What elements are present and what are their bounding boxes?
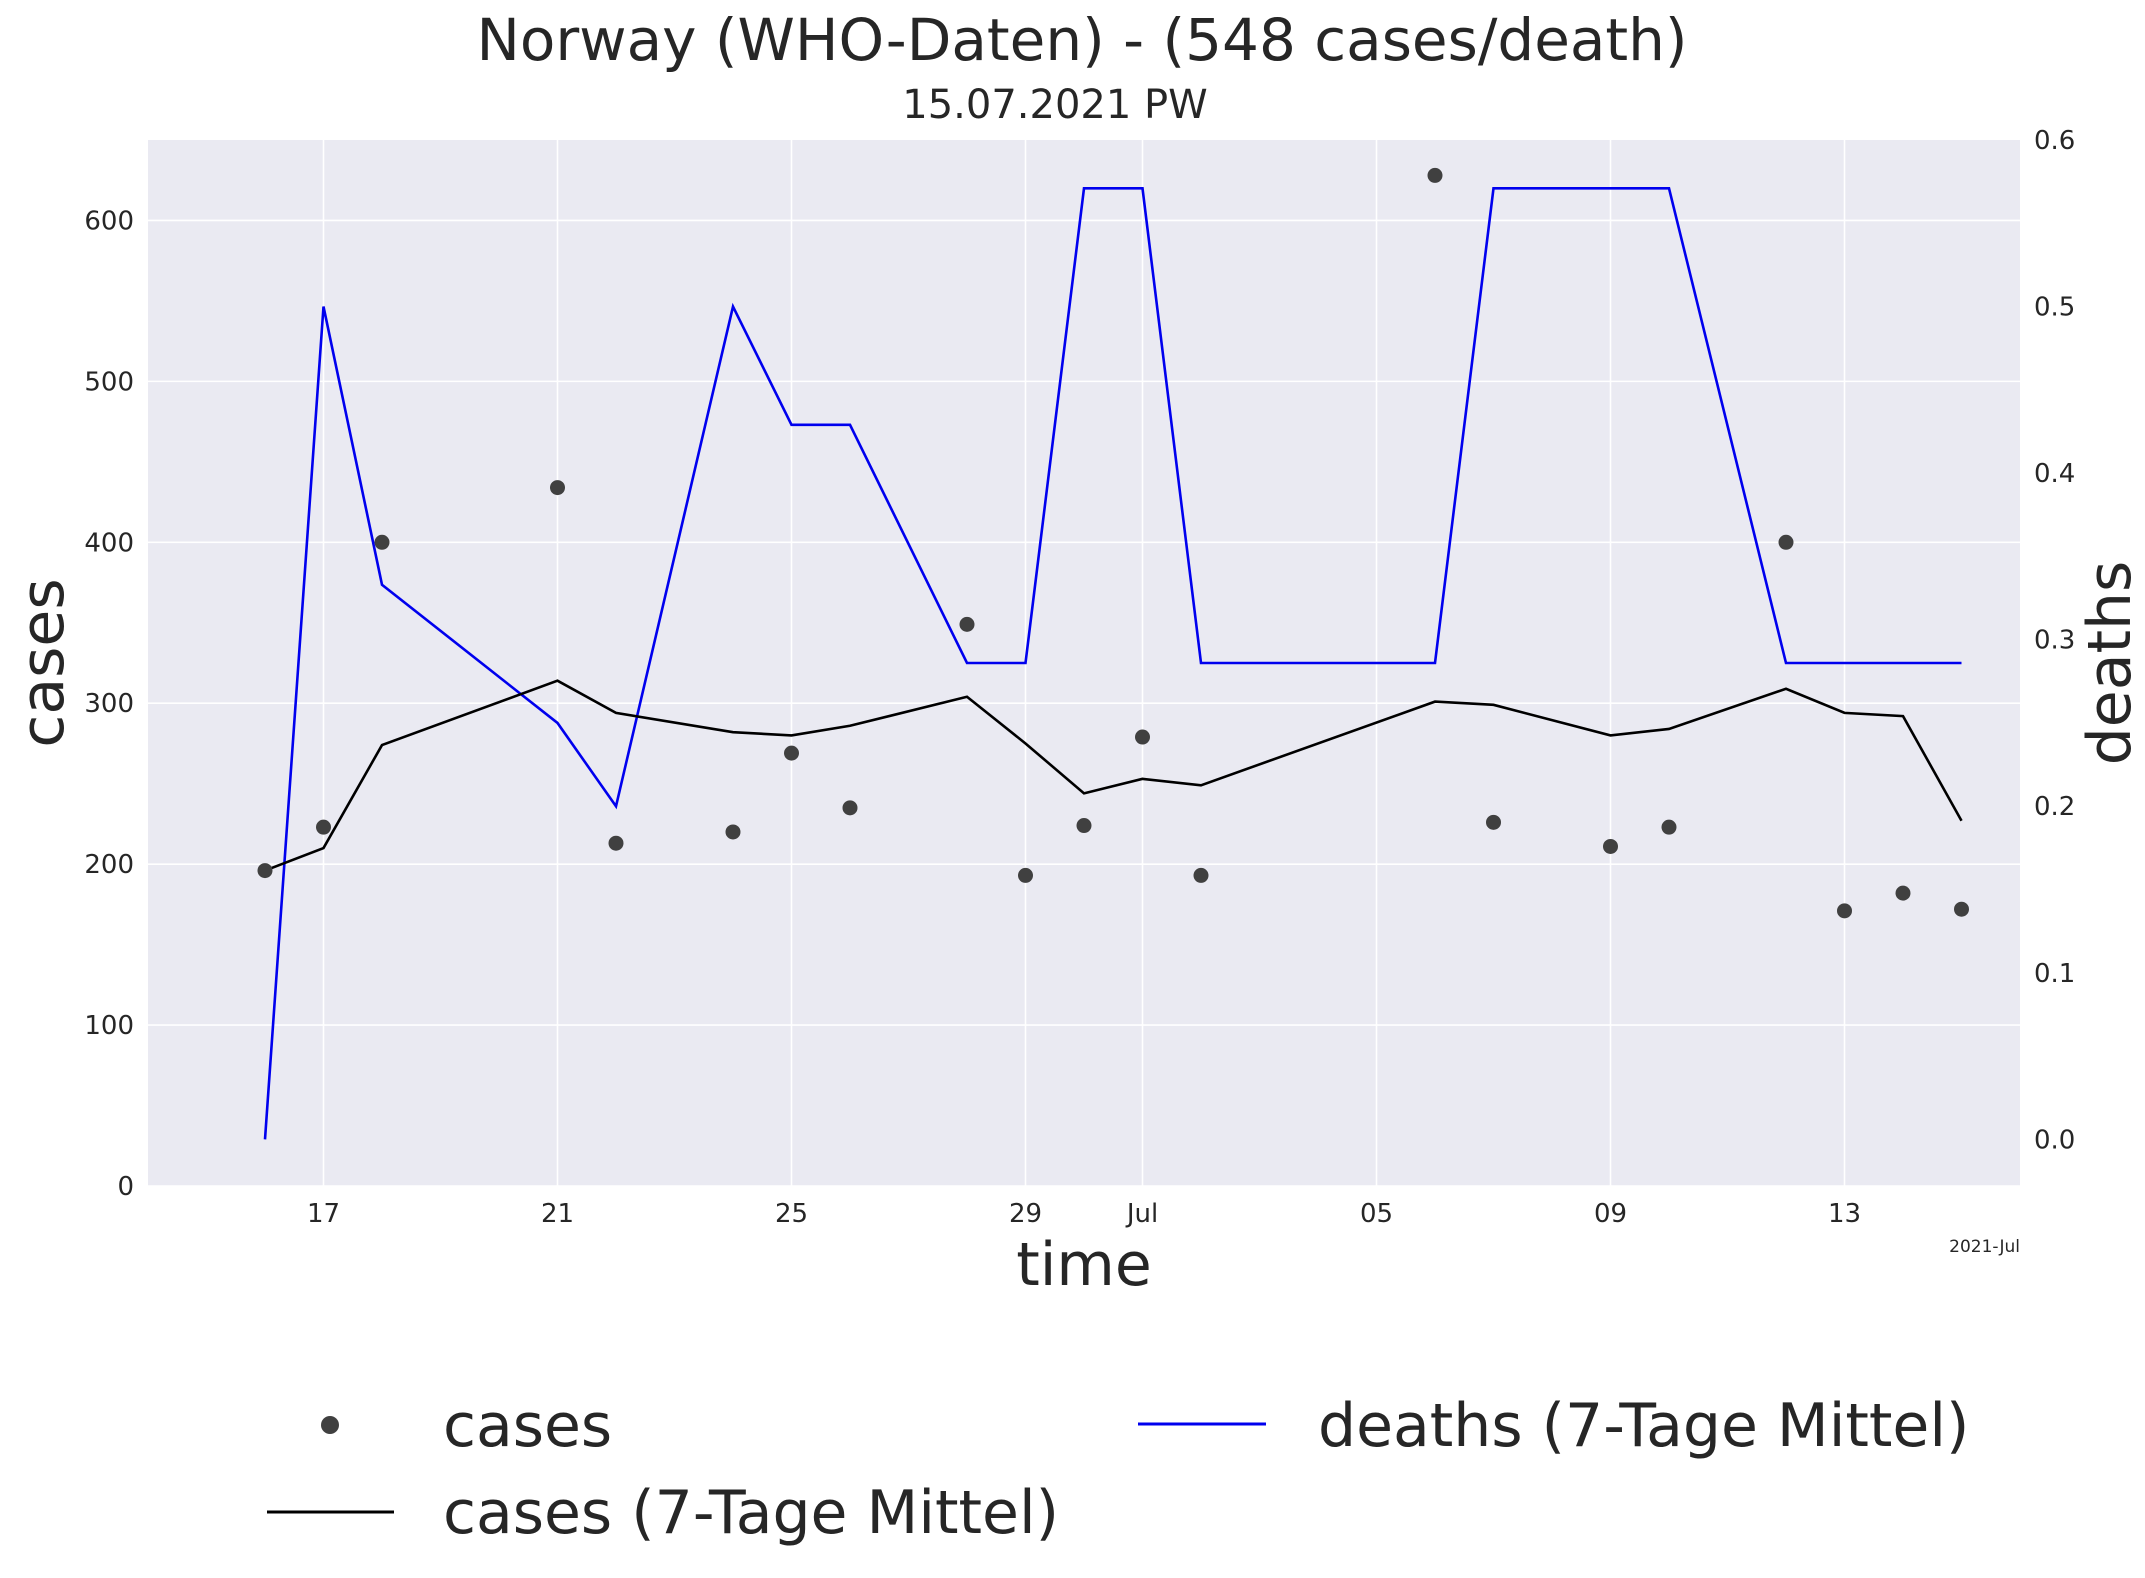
legend-item-cases-avg: cases (7-Tage Mittel) [267,1478,1059,1548]
x-axis: 17 21 25 29 Jul 05 09 13 [307,1199,1861,1229]
legend-label-deaths-avg: deaths (7-Tage Mittel) [1318,1391,1969,1461]
x-tick-label: 29 [1009,1199,1042,1229]
cases-point [1427,167,1443,183]
x-tick-label: 21 [541,1199,574,1229]
chart-title: Norway (WHO-Daten) - (548 cases/death) [476,6,1687,74]
y2-tick-label: 0.2 [2034,792,2075,822]
cases-point [1603,838,1618,854]
cases-point [725,824,741,840]
x-tick-label: 05 [1360,1199,1393,1229]
cases-point [316,819,331,835]
legend-item-deaths-avg: deaths (7-Tage Mittel) [1138,1391,1969,1461]
cases-point [1193,867,1209,883]
cases-point [1018,867,1033,883]
x-tick-label: 13 [1828,1199,1861,1229]
x-tick-label: 25 [775,1199,808,1229]
y-tick-label: 100 [84,1011,134,1041]
y-axis-right: 0.0 0.1 0.2 0.3 0.4 0.5 0.6 [2034,126,2075,1155]
y-tick-label: 600 [84,206,134,236]
y2-tick-label: 0.4 [2034,459,2075,489]
cases-point [1076,818,1092,834]
series-layer [257,167,1969,1140]
x-axis-label: time [1016,1230,1152,1300]
cases-point [1895,885,1911,901]
legend-swatch-cases [321,1416,339,1434]
y2-tick-label: 0.1 [2034,959,2075,989]
cases-point [842,800,858,816]
cases-point [257,863,273,879]
y2-tick-label: 0.0 [2034,1125,2075,1155]
cases-point [959,616,975,632]
chart-subtitle: 15.07.2021 PW [902,82,1207,128]
cases-point [1778,534,1794,550]
deaths-avg-line [263,187,1962,1140]
y-tick-label: 0 [117,1172,134,1202]
y-tick-label: 500 [84,367,134,397]
cases-point [1954,901,1969,917]
y-axis-label: cases [8,578,78,747]
cases-point [1486,814,1501,830]
legend-label-cases: cases [443,1391,612,1461]
plot-area [148,140,2020,1186]
legend-label-cases-avg: cases (7-Tage Mittel) [443,1478,1059,1548]
cases-point [608,835,624,851]
x-tick-label: 17 [307,1199,340,1229]
cases-point [1135,729,1150,745]
y-tick-label: 300 [84,689,134,719]
x-tick-label: Jul [1125,1199,1158,1229]
cases-point [1661,819,1677,835]
cases-point [374,534,390,550]
y2-tick-label: 0.6 [2034,126,2075,156]
x-offset-label: 2021-Jul [1949,1237,2020,1257]
cases-avg-line [264,679,1963,872]
y2-tick-label: 0.3 [2034,626,2075,656]
y-tick-label: 400 [84,528,134,558]
legend: cases cases (7-Tage Mittel) deaths (7-Ta… [267,1391,1969,1548]
cases-point [1837,903,1852,919]
cases-point [784,745,799,761]
y2-axis-label: deaths [2075,561,2145,766]
legend-item-cases: cases [321,1391,612,1461]
y2-tick-label: 0.5 [2034,293,2075,323]
y-tick-label: 200 [84,850,134,880]
y-axis-left: 0 100 200 300 400 500 600 [84,206,134,1202]
cases-point [550,480,565,496]
x-tick-label: 09 [1594,1199,1627,1229]
